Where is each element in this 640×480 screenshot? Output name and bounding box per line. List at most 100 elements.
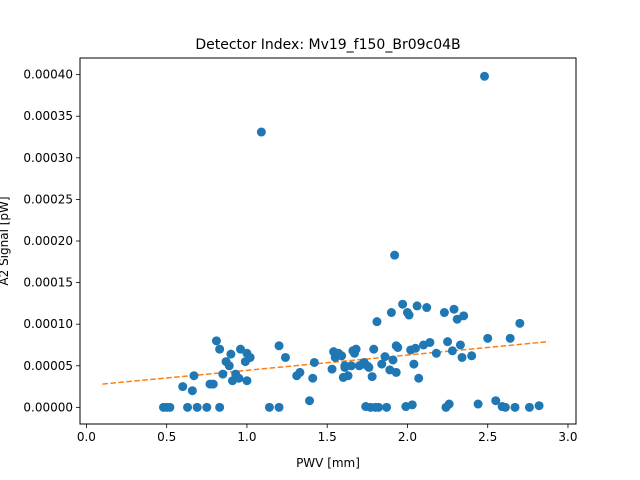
data-point bbox=[449, 304, 459, 314]
data-point bbox=[327, 364, 337, 374]
data-point bbox=[215, 344, 225, 354]
data-point bbox=[473, 399, 483, 409]
y-tick-label: 0.00025 bbox=[23, 192, 73, 206]
data-point bbox=[215, 402, 225, 412]
y-axis-label: A2 Signal [pW] bbox=[0, 196, 11, 285]
data-point bbox=[380, 352, 390, 362]
data-point bbox=[346, 361, 356, 371]
fit-line-layer bbox=[102, 340, 549, 385]
data-point bbox=[372, 317, 382, 327]
x-tick-label: 2.5 bbox=[478, 430, 497, 444]
data-point bbox=[510, 402, 520, 412]
data-point bbox=[480, 71, 490, 81]
x-tick-label: 0.0 bbox=[77, 430, 96, 444]
data-point bbox=[211, 336, 221, 346]
y-tick-label: 0.00040 bbox=[23, 68, 73, 82]
data-point bbox=[422, 303, 432, 313]
data-point bbox=[256, 127, 266, 137]
data-point bbox=[340, 361, 350, 371]
data-point bbox=[524, 402, 534, 412]
data-point bbox=[457, 352, 467, 362]
data-point bbox=[410, 343, 420, 353]
data-point bbox=[280, 352, 290, 362]
data-point bbox=[409, 359, 419, 369]
data-point bbox=[183, 402, 193, 412]
data-point bbox=[337, 351, 347, 361]
data-point bbox=[500, 402, 510, 412]
data-point bbox=[431, 348, 441, 358]
y-tick-label: 0.00020 bbox=[23, 234, 73, 248]
x-tick-label: 1.5 bbox=[318, 430, 337, 444]
data-point bbox=[274, 402, 284, 412]
data-point bbox=[234, 373, 244, 383]
data-point bbox=[505, 333, 515, 343]
y-tick-label: 0.00030 bbox=[23, 151, 73, 165]
chart-title: Detector Index: Mv19_f150_Br09c04B bbox=[195, 37, 460, 53]
fit-line bbox=[102, 340, 549, 385]
x-tick-label: 1.0 bbox=[237, 430, 256, 444]
x-tick-label: 2.0 bbox=[398, 430, 417, 444]
data-point bbox=[208, 379, 218, 389]
data-point bbox=[534, 401, 544, 411]
data-point bbox=[245, 352, 255, 362]
data-point bbox=[398, 299, 408, 309]
data-point bbox=[236, 344, 246, 354]
data-point bbox=[491, 396, 501, 406]
y-tick-label: 0.00035 bbox=[23, 109, 73, 123]
y-tick-label: 0.00005 bbox=[23, 359, 73, 373]
data-point bbox=[391, 367, 401, 377]
data-point bbox=[467, 351, 477, 361]
data-point bbox=[444, 399, 454, 409]
data-point bbox=[364, 362, 374, 372]
x-axis: 0.0 0.5 1.0 1.5 2.0 2.5 3.0 bbox=[77, 424, 578, 444]
data-point bbox=[305, 396, 315, 406]
y-tick-label: 0.00015 bbox=[23, 276, 73, 290]
data-point bbox=[192, 402, 202, 412]
data-point bbox=[515, 318, 525, 328]
data-point bbox=[439, 308, 449, 318]
data-point bbox=[226, 349, 236, 359]
data-point bbox=[202, 402, 212, 412]
data-point bbox=[459, 311, 469, 321]
data-point bbox=[407, 400, 417, 410]
data-point bbox=[367, 372, 377, 382]
data-point bbox=[308, 373, 318, 383]
x-tick-label: 3.0 bbox=[558, 430, 577, 444]
data-point bbox=[404, 310, 414, 320]
data-point bbox=[309, 357, 319, 367]
data-point bbox=[165, 402, 175, 412]
y-tick-label: 0.00000 bbox=[23, 400, 73, 414]
x-axis-label: PWV [mm] bbox=[296, 456, 360, 470]
data-point bbox=[369, 344, 379, 354]
data-point bbox=[412, 301, 422, 311]
data-point bbox=[443, 337, 453, 347]
data-point bbox=[390, 250, 400, 260]
data-point bbox=[242, 376, 252, 386]
data-point bbox=[414, 373, 424, 383]
data-point bbox=[377, 359, 387, 369]
data-point bbox=[351, 344, 361, 354]
data-point bbox=[382, 402, 392, 412]
data-point bbox=[483, 333, 493, 343]
data-point bbox=[455, 340, 465, 350]
data-point bbox=[264, 402, 274, 412]
x-tick-label: 0.5 bbox=[157, 430, 176, 444]
data-point bbox=[343, 371, 353, 381]
data-point bbox=[447, 346, 457, 356]
data-points-layer bbox=[158, 71, 544, 412]
data-point bbox=[374, 402, 384, 412]
y-tick-label: 0.00010 bbox=[23, 317, 73, 331]
data-point bbox=[274, 341, 284, 351]
data-point bbox=[393, 342, 403, 352]
data-point bbox=[386, 308, 396, 318]
data-point bbox=[224, 361, 234, 371]
data-point bbox=[189, 371, 199, 381]
data-point bbox=[218, 369, 228, 379]
data-point bbox=[295, 367, 305, 377]
data-point bbox=[187, 386, 197, 396]
data-point bbox=[388, 355, 398, 365]
y-axis: 0.00000 0.00005 0.00010 0.00015 0.00020 0.000… bbox=[23, 68, 80, 414]
data-point bbox=[425, 337, 435, 347]
data-point bbox=[178, 382, 188, 392]
